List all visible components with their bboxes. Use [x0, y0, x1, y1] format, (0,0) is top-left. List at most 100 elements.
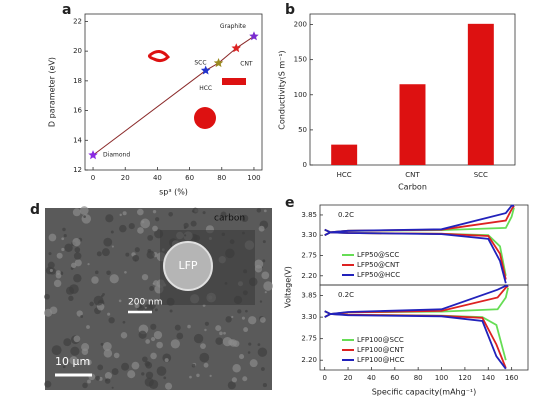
texture-dot	[110, 230, 114, 234]
texture-dot	[263, 209, 267, 213]
panel-letter: d	[30, 202, 40, 218]
icon	[194, 107, 216, 129]
label: LFP	[178, 259, 197, 272]
texture-dot	[138, 330, 147, 339]
y-tick-label: 16	[73, 107, 82, 115]
texture-dot	[203, 362, 209, 368]
x-axis-label: sp³ (%)	[159, 188, 188, 197]
annotation: 0.2C	[338, 291, 354, 299]
texture-dot	[241, 316, 246, 320]
plot-frame	[319, 284, 529, 371]
texture-dot	[204, 328, 207, 332]
texture-dot	[247, 351, 251, 354]
icon	[148, 50, 171, 63]
texture-dot	[124, 270, 127, 274]
texture-dot	[189, 375, 192, 379]
texture-dot	[104, 372, 112, 380]
texture-dot	[55, 270, 61, 276]
texture-dot	[127, 370, 136, 379]
texture-dot	[128, 223, 135, 230]
texture-dot	[51, 345, 62, 356]
texture-dot	[81, 343, 90, 352]
x-tick-label: 140	[482, 374, 495, 382]
texture-dot	[134, 247, 140, 253]
texture-dot	[209, 374, 212, 377]
texture-dot	[103, 237, 113, 247]
texture-dot	[254, 264, 263, 273]
series-line	[324, 204, 514, 284]
texture-dot	[68, 295, 74, 302]
x-tick-label: 40	[367, 374, 376, 382]
texture-dot	[145, 339, 151, 344]
texture-dot	[49, 268, 53, 273]
texture-dot	[237, 309, 242, 314]
texture-dot	[144, 306, 147, 309]
texture-dot	[231, 315, 234, 319]
y-tick-label: 2.75	[301, 252, 317, 260]
texture-dot	[73, 274, 82, 283]
legend-label: LFP50@CNT	[357, 261, 400, 269]
texture-dot	[164, 358, 169, 363]
texture-dot	[168, 211, 173, 217]
texture-dot	[162, 353, 172, 363]
texture-dot	[63, 234, 67, 238]
texture-dot	[63, 338, 72, 347]
y-tick-label: 3.85	[301, 292, 317, 300]
texture-dot	[148, 301, 156, 310]
texture-dot	[85, 359, 92, 366]
texture-dot	[125, 252, 130, 257]
texture-dot	[122, 320, 126, 324]
texture-dot	[93, 295, 104, 306]
x-tick-label: 120	[458, 374, 471, 382]
y-tick-label: 50	[298, 126, 307, 134]
texture-dot	[191, 363, 196, 368]
texture-dot	[144, 298, 148, 302]
texture-dot	[134, 303, 140, 309]
texture-dot	[223, 331, 226, 335]
texture-dot	[73, 252, 82, 260]
y-tick-label: 18	[73, 77, 82, 85]
texture-dot	[141, 220, 145, 224]
texture-dot	[239, 354, 245, 360]
texture-dot	[137, 208, 144, 216]
y-tick-label: 3.85	[301, 211, 317, 219]
texture-dot	[122, 211, 127, 216]
texture-dot	[74, 247, 81, 253]
x-axis-label: Specific capacity(mAhg⁻¹)	[372, 388, 477, 397]
y-tick-label: 2.20	[301, 356, 317, 364]
texture-dot	[62, 227, 66, 232]
texture-dot	[245, 309, 248, 313]
texture-dot	[147, 249, 152, 253]
texture-dot	[144, 361, 151, 367]
texture-dot	[150, 352, 157, 360]
texture-dot	[140, 218, 151, 229]
texture-dot	[170, 339, 180, 349]
texture-dot	[53, 279, 62, 288]
panel-d-image: carbon LFP 200 nm 10 μm d	[30, 202, 273, 390]
texture-dot	[261, 271, 270, 280]
texture-dot	[108, 317, 115, 324]
y-tick-label: 3.30	[301, 231, 317, 239]
texture-dot	[152, 209, 157, 214]
texture-dot	[260, 367, 265, 371]
point	[88, 150, 98, 160]
texture-dot	[44, 293, 50, 300]
texture	[44, 206, 273, 390]
panel-a-icons	[148, 50, 246, 129]
texture-dot	[248, 342, 252, 346]
texture-dot	[101, 294, 104, 298]
texture-dot	[64, 243, 73, 252]
texture-dot	[109, 274, 119, 284]
texture-dot	[119, 224, 127, 233]
texture-dot	[169, 309, 173, 313]
x-tick-label: 0	[322, 374, 326, 382]
texture-dot	[219, 331, 223, 336]
texture-dot	[76, 310, 83, 317]
y-axis-label: Conductivity(S m⁻¹)	[278, 50, 287, 129]
bar	[331, 144, 358, 165]
texture-dot	[152, 225, 158, 232]
legend-label: LFP100@HCC	[357, 356, 405, 364]
x-axis-label: Carbon	[398, 183, 427, 192]
texture-dot	[256, 208, 262, 213]
